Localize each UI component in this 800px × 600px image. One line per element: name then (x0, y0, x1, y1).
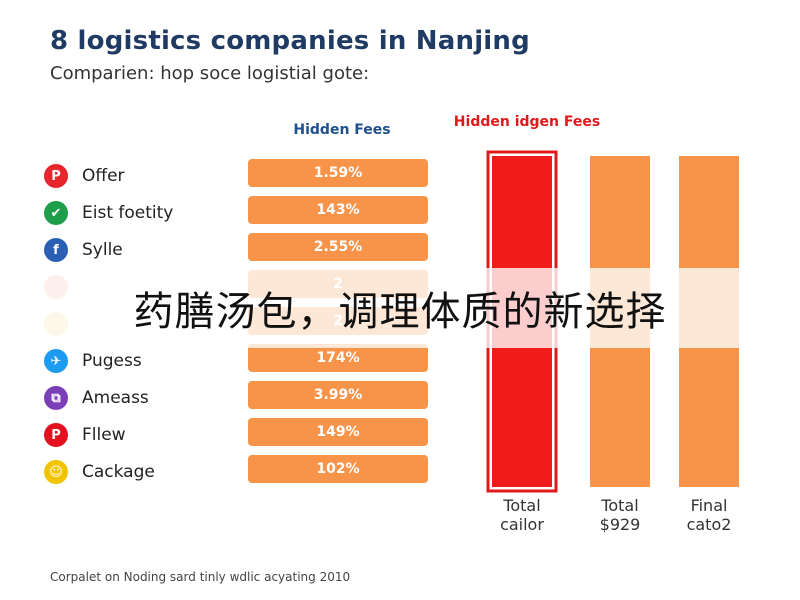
company-label: ⧉ Ameass (44, 384, 149, 412)
chart-subtitle: Comparien: hop soce logistial gote: (50, 63, 370, 84)
company-label: P Offer (44, 162, 125, 190)
checkmark-icon: ✔ (44, 201, 68, 225)
fee-bar: 143% (248, 196, 428, 224)
company-name: Sylle (82, 240, 123, 260)
fee-bar: 174% (248, 344, 428, 372)
snapchat-icon: ☺ (44, 460, 68, 484)
company-label: f Sylle (44, 236, 123, 264)
company-name: Offer (82, 166, 125, 186)
column-label: Total $929 (580, 496, 660, 534)
parking-icon: P (44, 164, 68, 188)
overlay-text: 药膳汤包，调理体质的新选择 (133, 289, 667, 335)
overlay-banner: 药膳汤包，调理体质的新选择 (0, 268, 800, 348)
company-name: Pugess (82, 351, 142, 371)
hidden-idgen-fees-header: Hidden idgen Fees (453, 114, 601, 130)
company-label: P Fllew (44, 421, 126, 449)
company-label: ✔ Eist foetity (44, 199, 173, 227)
chart-title: 8 logistics companies in Nanjing (50, 26, 530, 56)
company-name: Eist foetity (82, 203, 174, 223)
column-label-line2: cato2 (686, 515, 732, 534)
facebook-icon: f (44, 238, 68, 262)
company-name: Ameass (82, 388, 149, 408)
column-label: Final cato2 (669, 496, 749, 534)
fee-bar: 1.59% (248, 159, 428, 187)
company-label: ☺ Cackage (44, 458, 155, 486)
company-name: Cackage (82, 462, 155, 482)
column-label-line2: cailor (500, 515, 544, 534)
hidden-fees-header: Hidden Fees (293, 122, 391, 138)
column-label: Total cailor (482, 496, 562, 534)
fee-bar: 2.55% (248, 233, 428, 261)
twitter-bird-icon: ✈ (44, 349, 68, 373)
column-label-line1: Total (503, 496, 541, 515)
fee-bar: 149% (248, 418, 428, 446)
purple-circle-icon: ⧉ (44, 386, 68, 410)
company-label: ✈ Pugess (44, 347, 142, 375)
column-label-line2: $929 (599, 515, 641, 534)
pinterest-icon: P (44, 423, 68, 447)
company-name: Fllew (82, 425, 126, 445)
column-label-line1: Final (690, 496, 728, 515)
fee-bar: 102% (248, 455, 428, 483)
footer-note: Corpalet on Noding sard tinly wdlic acya… (50, 570, 351, 584)
column-label-line1: Total (601, 496, 639, 515)
fee-bar: 3.99% (248, 381, 428, 409)
